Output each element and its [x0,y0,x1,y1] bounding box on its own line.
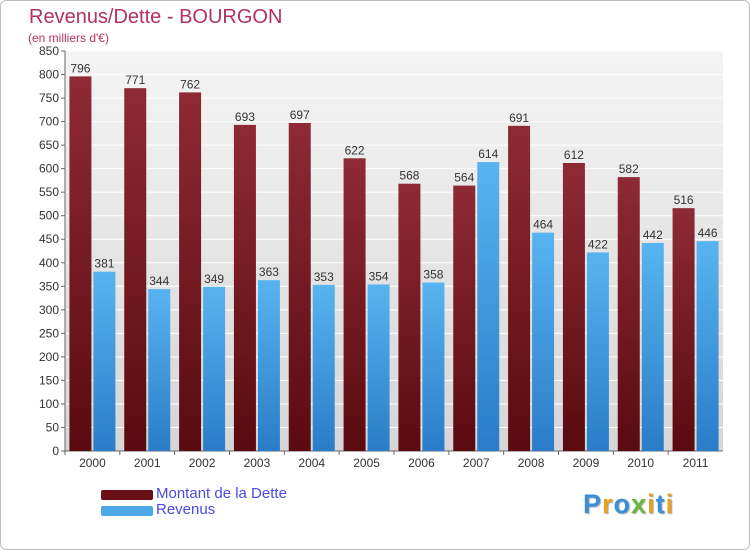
bar-debt [288,123,311,451]
y-tick-label: 550 [39,185,59,199]
bar-revenue [257,280,280,451]
bar-revenue [148,289,171,451]
chart-subtitle: (en milliers d'€) [28,31,109,45]
legend-label-revenue: Revenus [156,501,216,518]
y-tick-label: 150 [39,373,59,387]
data-label: 762 [180,77,200,91]
bar-debt [672,208,695,451]
logo-letter: t [655,489,666,519]
bar-revenue [532,232,555,451]
data-label: 446 [698,226,718,240]
data-label: 464 [533,218,553,232]
y-tick-label: 300 [39,303,59,317]
data-label: 353 [314,270,334,284]
logo-letter: x [631,489,648,519]
bar-revenue [93,271,116,451]
data-label: 771 [125,73,145,87]
data-label: 381 [94,257,114,271]
data-label: 796 [70,61,90,75]
logo-letter: i [665,489,675,519]
data-label: 349 [204,272,224,286]
x-tick-label: 2010 [627,456,654,470]
data-label: 693 [235,110,255,124]
bar-revenue [367,284,390,451]
bar-debt [508,125,531,451]
bar-revenue [586,252,609,451]
y-tick-label: 500 [39,209,59,223]
data-label: 354 [369,269,389,283]
x-tick-label: 2000 [79,456,106,470]
data-label: 622 [345,143,365,157]
bar-debt [124,88,147,452]
x-tick-label: 2008 [518,456,545,470]
data-label: 358 [423,268,443,282]
y-tick-label: 750 [39,91,59,105]
y-tick-label: 250 [39,326,59,340]
data-label: 568 [399,169,419,183]
y-tick-label: 400 [39,256,59,270]
y-tick-label: 850 [39,44,59,58]
bar-debt [69,76,92,451]
proxiti-logo: Proxiti [583,489,674,520]
y-tick-label: 100 [39,397,59,411]
data-label: 422 [588,237,608,251]
data-label: 442 [643,228,663,242]
logo-letter: P [583,489,603,519]
bar-revenue [696,241,719,451]
y-tick-label: 350 [39,279,59,293]
bar-debt [233,124,256,451]
data-label: 612 [564,148,584,162]
x-tick-label: 2009 [573,456,600,470]
logo-letter: i [647,489,656,519]
bar-revenue [203,286,226,451]
bar-revenue [312,284,335,451]
logo-letter: o [613,489,632,519]
bar-revenue [422,282,445,451]
x-tick-label: 2001 [134,456,161,470]
data-label: 697 [290,108,310,122]
bar-debt [562,163,585,451]
y-tick-label: 200 [39,350,59,364]
y-tick-label: 600 [39,162,59,176]
y-tick-label: 450 [39,232,59,246]
logo-letter: r [602,489,614,519]
bar-debt [617,177,640,451]
data-label: 363 [259,265,279,279]
x-tick-label: 2007 [463,456,490,470]
x-tick-label: 2004 [298,456,325,470]
x-tick-label: 2005 [353,456,380,470]
x-tick-label: 2006 [408,456,435,470]
x-tick-label: 2003 [244,456,271,470]
bar-debt [453,185,476,451]
data-label: 516 [674,193,694,207]
y-tick-label: 0 [52,444,59,458]
y-tick-label: 50 [46,420,60,434]
plot-area [65,51,723,451]
data-label: 344 [149,274,169,288]
bar-debt [398,183,421,452]
bar-revenue [641,243,664,451]
legend-swatch-revenue [101,506,153,516]
data-label: 614 [478,147,498,161]
x-tick-label: 2002 [189,456,216,470]
legend-swatch-debt [101,490,153,500]
bar-debt [343,158,366,451]
data-label: 564 [454,171,474,185]
chart-title: Revenus/Dette - BOURGON [29,6,283,28]
bar-revenue [477,162,500,451]
bar-debt [179,92,202,451]
x-tick-label: 2011 [683,456,709,470]
y-tick-label: 650 [39,138,59,152]
data-label: 582 [619,162,639,176]
legend-label-debt: Montant de la Dette [156,485,287,502]
y-tick-label: 700 [39,115,59,129]
data-label: 691 [509,111,529,125]
y-tick-label: 800 [39,68,59,82]
